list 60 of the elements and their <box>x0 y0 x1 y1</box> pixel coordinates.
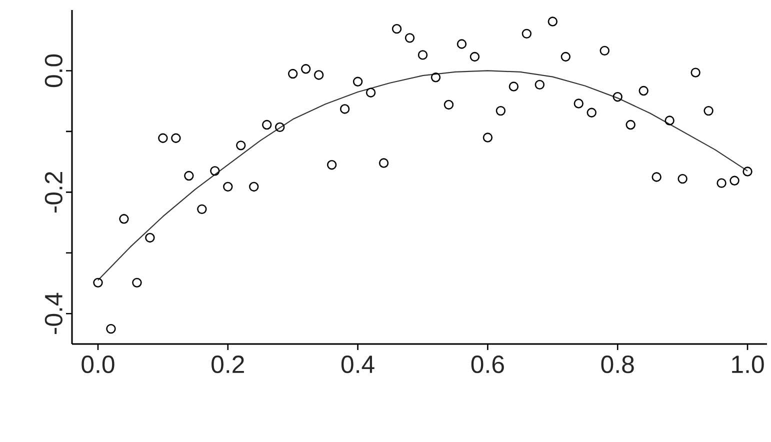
point <box>560 52 570 62</box>
point <box>236 140 246 150</box>
point <box>522 28 532 39</box>
x-tick-label: 0.2 <box>212 356 244 374</box>
point <box>184 170 194 181</box>
point <box>249 182 259 192</box>
point <box>197 204 207 214</box>
point <box>223 182 233 192</box>
x-tick-label: 0.8 <box>601 356 634 374</box>
point <box>392 24 402 34</box>
point <box>548 16 558 26</box>
x-tick-label: 0.0 <box>82 356 114 374</box>
point <box>690 68 700 78</box>
point <box>742 166 752 176</box>
point <box>352 76 363 87</box>
point <box>314 70 324 80</box>
point <box>456 39 467 49</box>
point <box>508 82 519 92</box>
x-tick-label: 0.4 <box>341 356 374 374</box>
point <box>158 133 168 143</box>
point <box>340 104 350 114</box>
point <box>106 324 116 334</box>
point <box>716 178 726 188</box>
x-tick-label: 0.6 <box>471 356 504 374</box>
x-tick-label: 1.0 <box>732 356 764 374</box>
point <box>470 52 480 62</box>
point <box>418 50 428 60</box>
point <box>652 172 662 182</box>
point <box>145 232 155 243</box>
point <box>638 86 648 96</box>
point <box>444 100 454 110</box>
y-tick-label: -0.2 <box>44 172 62 213</box>
point <box>482 132 493 142</box>
point <box>534 80 545 90</box>
y-tick-label: -0.4 <box>44 292 62 334</box>
point <box>326 160 337 170</box>
point <box>210 166 220 176</box>
y-tick-label: 0.0 <box>44 54 62 88</box>
point <box>300 64 311 74</box>
point <box>119 214 129 224</box>
point <box>430 72 441 82</box>
point <box>171 133 181 143</box>
point <box>612 92 622 102</box>
point <box>574 98 584 108</box>
point <box>366 88 376 98</box>
point <box>678 174 688 184</box>
point <box>93 278 103 288</box>
point <box>730 176 740 186</box>
point <box>586 108 596 118</box>
point <box>626 120 636 130</box>
point <box>704 106 714 116</box>
point <box>132 278 142 288</box>
point <box>664 116 674 126</box>
point <box>496 106 506 116</box>
point <box>275 122 285 132</box>
point <box>288 68 298 79</box>
point <box>600 46 610 56</box>
point <box>378 158 389 168</box>
point <box>262 120 272 130</box>
point <box>404 33 415 43</box>
